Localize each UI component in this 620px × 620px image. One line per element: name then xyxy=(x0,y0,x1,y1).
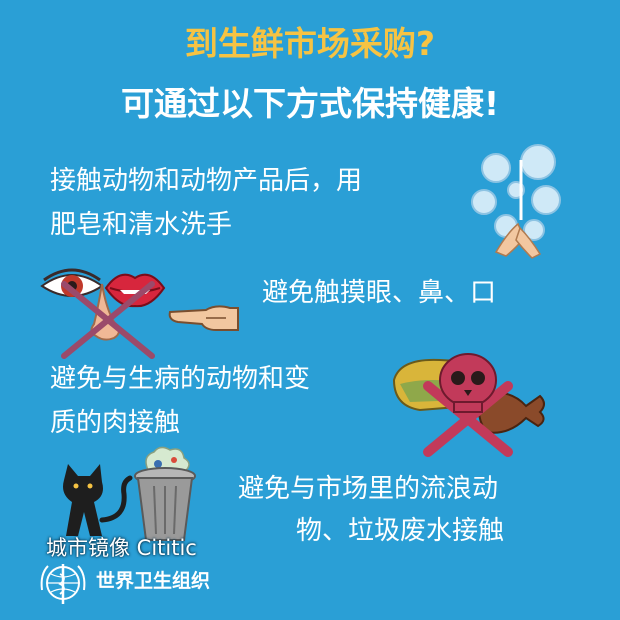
tip-avoid-sick-animals-line2: 质的肉接触 xyxy=(50,408,181,438)
tip-wash-hands-line2: 肥皂和清水洗手 xyxy=(50,210,233,240)
poster-title: 到生鲜市场采购? xyxy=(184,24,436,63)
pointing-hand-icon xyxy=(168,305,239,331)
who-organization-name: 世界卫生组织 xyxy=(96,570,211,592)
spoiled-meat-skull-icon xyxy=(392,353,545,457)
hand-washing-icon xyxy=(471,144,561,259)
nose-icon xyxy=(61,281,155,359)
tip-avoid-strays-line2: 物、垃圾废水接触 xyxy=(296,516,505,546)
trash-can-icon xyxy=(134,446,196,541)
who-emblem-icon xyxy=(40,564,86,604)
tip-avoid-strays-line1: 避免与市场里的流浪动 xyxy=(238,474,499,504)
poster-subtitle: 可通过以下方式保持健康! xyxy=(120,84,500,123)
eye-icon xyxy=(40,268,104,297)
tip-wash-hands-line1: 接触动物和动物产品后，用 xyxy=(50,166,363,196)
tip-avoid-touch-face: 避免触摸眼、鼻、口 xyxy=(262,278,497,308)
watermark: 城市镜像 Cititic xyxy=(46,536,197,560)
black-cat-icon xyxy=(63,464,133,536)
tip-avoid-sick-animals-line1: 避免与生病的动物和变 xyxy=(50,364,311,394)
